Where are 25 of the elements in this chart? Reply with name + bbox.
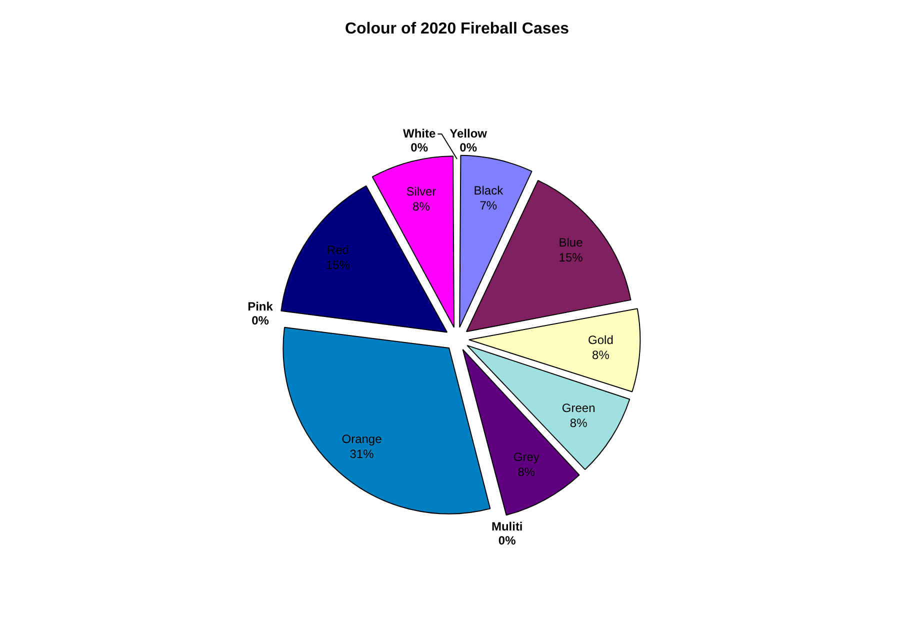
data-label: 8% (518, 465, 536, 479)
data-label: 15% (326, 258, 350, 272)
slice-label: Orange (342, 432, 382, 446)
data-label: 7% (480, 198, 498, 212)
slice-label: Grey (513, 450, 540, 464)
text: 0% (460, 140, 477, 154)
category-label: Muliti (491, 519, 523, 534)
slice-label: Black (474, 183, 504, 198)
slice-label: Silver (406, 184, 436, 198)
data-label: 8% (592, 348, 610, 362)
text: 0% (410, 140, 428, 154)
slice-label: Blue (558, 236, 584, 250)
data-label: 31% (350, 446, 374, 461)
slice-label: Green (562, 400, 596, 415)
data-label: 8% (412, 199, 430, 214)
text: 0% (252, 313, 269, 328)
category-label: Yellow (450, 126, 488, 140)
category-label: Pink (248, 299, 273, 314)
text: 0% (498, 533, 516, 548)
data-label: 8% (570, 416, 588, 430)
data-label: 15% (558, 250, 584, 265)
slice-label: Red (326, 242, 349, 257)
chart-title: Colour of 2020 Fireball Cases (344, 20, 570, 38)
category-label: White (402, 126, 436, 140)
slice-label: Gold (588, 332, 614, 347)
